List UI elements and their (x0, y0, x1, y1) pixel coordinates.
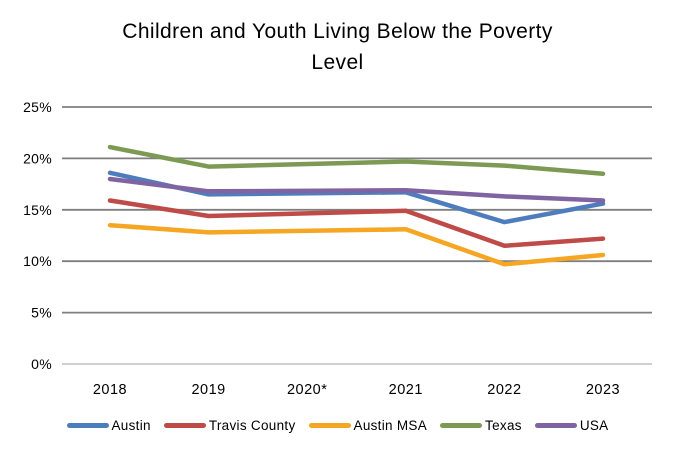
y-tick-label: 5% (31, 305, 52, 321)
x-tick-label: 2021 (389, 382, 423, 398)
series-line-austin-msa (107, 222, 606, 267)
y-tick-label: 0% (31, 356, 52, 372)
legend-label-travis-county: Travis County (208, 417, 296, 433)
legend-label-austin: Austin (111, 417, 151, 433)
x-tick-label: 2018 (93, 382, 127, 398)
legend-item-texas: Texas (440, 418, 522, 433)
x-tick-label: 2019 (191, 382, 225, 398)
legend-swatch-austin (66, 422, 109, 428)
legend-swatch-austin-msa (308, 422, 351, 428)
series-line-texas (107, 144, 606, 177)
series-line-travis-county (107, 198, 606, 249)
series-line-usa (107, 176, 606, 203)
legend-item-austin: Austin (66, 417, 151, 433)
legend-item-usa: USA (534, 417, 609, 433)
legend-swatch-usa (534, 422, 577, 428)
y-tick-label: 20% (23, 150, 52, 166)
chart-title-line-2: Level (311, 51, 364, 74)
legend-label-texas: Texas (485, 417, 522, 433)
chart-title-line-1: Children and Youth Living Below the Pove… (122, 20, 553, 43)
x-tick-label: 2022 (487, 382, 521, 398)
chart-legend: Austin Travis County Austin MSA Texas USA (0, 412, 675, 438)
y-tick-label: 15% (23, 202, 52, 218)
legend-swatch-texas (440, 422, 483, 428)
x-tick-label: 2023 (586, 382, 620, 398)
legend-item-austin-msa: Austin MSA (308, 417, 428, 433)
y-tick-label: 25% (23, 99, 52, 115)
legend-label-austin-msa: Austin MSA (353, 417, 428, 433)
chart-title: Children and Youth Living Below the Pove… (0, 16, 675, 78)
legend-swatch-travis-county (163, 422, 206, 428)
x-tick-label: 2020* (287, 382, 327, 398)
y-tick-label: 10% (23, 253, 52, 269)
legend-item-travis-county: Travis County (163, 417, 296, 433)
legend-label-usa: USA (579, 417, 609, 433)
